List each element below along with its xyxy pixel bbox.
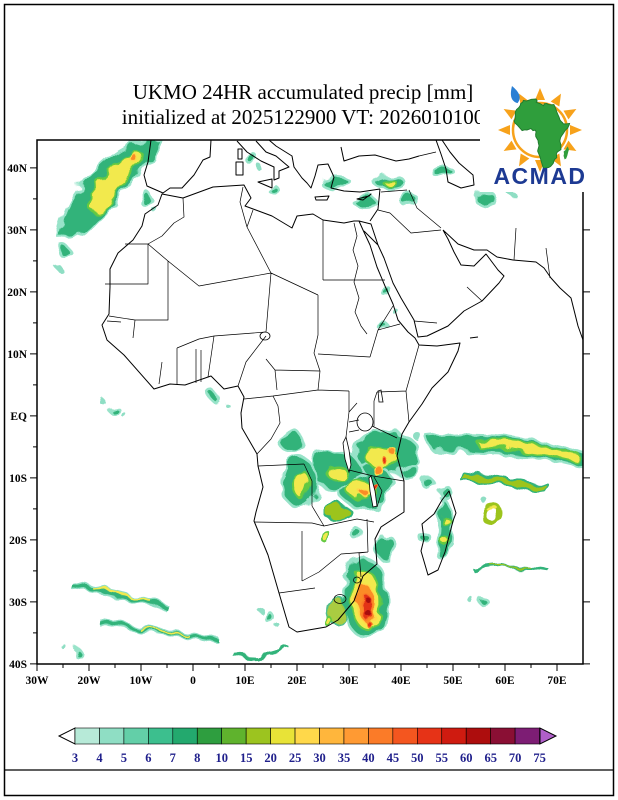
coastlines [101,140,583,633]
colorbar-label: 35 [338,751,351,765]
x-axis-label: 30E [339,675,359,687]
colorbar-segment [221,727,247,745]
x-axis-label: 10E [235,675,255,687]
x-axis-label: 60E [495,675,515,687]
x-axis: 30W 20W 10W 0 10E 20E 30E 40E 50E 60E 70… [26,675,567,687]
colorbar-label: 55 [436,751,449,765]
x-axis-label: 10W [130,675,154,687]
colorbar-label: 20 [264,751,277,765]
colorbar-segment [319,727,345,745]
x-axis-label: 0 [190,675,196,687]
colorbar-segment [74,727,100,745]
colorbar-segment [416,727,443,745]
colorbar-label: 5 [121,751,127,765]
country-borders [105,151,551,604]
colorbar-segment [294,727,320,745]
colorbar-segment [368,727,394,745]
colorbar-label: 4 [96,751,103,765]
y-axis-label: 30S [9,597,27,609]
colorbar-label: 40 [362,751,375,765]
colorbar-label: 25 [289,751,302,765]
y-axis-label: 40S [9,659,27,671]
x-axis-label: 40E [391,675,411,687]
colorbar-label: 50 [411,751,424,765]
page-subtitle: initialized at 2025122900 VT: 2026010100 [122,105,485,129]
logo-text: ACMAD [493,163,586,189]
colorbar-label: 10 [215,751,228,765]
x-axis-label: 20W [78,675,102,687]
y-axis-label: 10N [7,349,28,361]
page-title: UKMO 24HR accumulated precip [mm] [133,80,474,104]
colorbar-segment [490,727,516,745]
colorbar-label: 60 [460,751,473,765]
x-axis-label: 20E [287,675,307,687]
page-frame [3,3,615,797]
colorbar-label: 3 [72,751,78,765]
y-axis-label: 10S [9,473,27,485]
y-axis-label: 20S [9,535,27,547]
colorbar-segments [74,727,540,745]
colorbar-label: 30 [313,751,326,765]
colorbar-label: 7 [170,751,176,765]
colorbar-segment [343,727,369,745]
y-axis-label: 20N [7,287,28,299]
lakes [259,331,384,508]
colorbar: 3 4 5 6 7 8 10 15 20 25 30 35 40 45 50 5… [57,727,558,765]
y-axis-label: 40N [7,163,28,175]
colorbar-segment [196,727,223,745]
colorbar-segment [392,727,418,745]
colorbar-segment [172,727,198,745]
y-axis-label: 30N [7,225,28,237]
colorbar-segment [245,727,271,745]
colorbar-segment [465,727,491,745]
axis-ticks [30,167,590,671]
colorbar-segment [99,727,125,745]
africa-map: 40N 30N 20N 10N EQ 10S 20S 30S 40S 30W 2… [7,139,590,687]
colorbar-segment [441,727,467,745]
y-axis: 40N 30N 20N 10N EQ 10S 20S 30S 40S [7,163,28,671]
colorbar-left-arrow [57,727,76,745]
colorbar-segment [123,727,149,745]
colorbar-segment [148,727,174,745]
colorbar-labels: 3 4 5 6 7 8 10 15 20 25 30 35 40 45 50 5… [72,751,546,765]
water-drop-icon [510,86,520,104]
y-axis-label: EQ [10,411,27,423]
x-axis-label: 30W [26,675,50,687]
colorbar-label: 8 [194,751,200,765]
acmad-logo: ACMAD [480,80,598,192]
colorbar-label: 45 [387,751,400,765]
colorbar-label: 75 [533,751,546,765]
colorbar-label: 65 [484,751,497,765]
colorbar-right-arrow [539,727,558,745]
x-axis-label: 50E [443,675,463,687]
precip-field [54,140,583,659]
colorbar-label: 6 [145,751,151,765]
x-axis-label: 70E [547,675,567,687]
colorbar-segment [514,727,540,745]
map-frame [36,139,584,665]
colorbar-label: 15 [240,751,253,765]
colorbar-label: 70 [509,751,522,765]
colorbar-segment [270,727,296,745]
